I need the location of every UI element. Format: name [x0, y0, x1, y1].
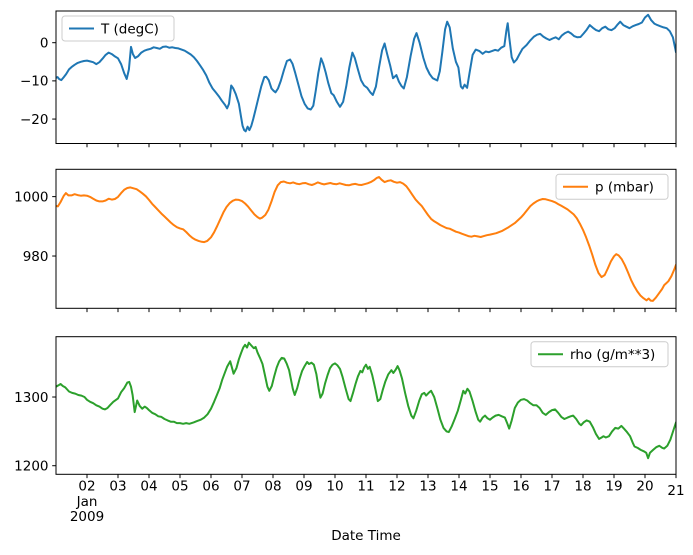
x-tick-label: 09 [295, 479, 312, 495]
x-axis-offset-month: Jan [76, 494, 98, 510]
y-tick-label: 1300 [14, 390, 48, 406]
x-axis-title: Date Time [331, 528, 401, 544]
x-tick-label: 03 [109, 479, 126, 495]
x-tick-label: 06 [202, 479, 219, 495]
legend-box [61, 15, 175, 42]
x-tick-label: 10 [326, 479, 343, 495]
y-tick-label: 980 [23, 249, 49, 265]
pressure-line [56, 176, 676, 302]
x-axis-offset-year: 2009 [69, 509, 105, 525]
y-tick-label: −10 [20, 74, 49, 90]
legend-density: rho (g/m**3) [530, 341, 669, 368]
x-ticks [86, 143, 677, 148]
temperature-line [56, 13, 676, 133]
x-tick-label: 05 [171, 479, 188, 495]
x-tick-label: 19 [605, 479, 622, 495]
legend-box [530, 341, 669, 368]
y-tick-label: 1000 [14, 189, 48, 205]
x-tick-label: 02 [78, 479, 95, 495]
x-axis-date-offset: Jan 2009 [70, 495, 104, 525]
subplot-density: 02 03 04 05 06 07 08 09 10 11 12 13 14 15 16 17 18 19 20 21… [14, 336, 685, 499]
x-tick-label: 11 [357, 479, 374, 495]
y-tick-label: 0 [40, 35, 49, 51]
legend-label: T (degC) [100, 21, 159, 37]
legend-box [555, 173, 669, 200]
x-ticks: 02 03 04 05 06 07 08 09 10 11 12 13 14 15 16 17 18 19 20 21 [78, 474, 685, 499]
x-tick-label: 17 [543, 479, 560, 495]
x-tick-label: 14 [450, 479, 467, 495]
x-tick-label: 13 [419, 479, 436, 495]
legend-label: p (mbar) [595, 180, 654, 196]
y-tick-label: 1200 [14, 459, 48, 475]
subplot-pressure: 1000 980 p (mbar) [14, 168, 677, 313]
legend-pressure: p (mbar) [555, 173, 669, 200]
x-tick-label: 16 [512, 479, 529, 495]
x-tick-label: 12 [388, 479, 405, 495]
x-tick-label: 04 [140, 479, 157, 495]
y-ticks: 0 −10 −20 [20, 35, 56, 128]
subplot-temperature: 0 −10 −20 T (degC) [20, 10, 677, 148]
legend-temperature: T (degC) [61, 15, 175, 42]
x-tick-label: 18 [574, 479, 591, 495]
x-tick-label: 08 [264, 479, 281, 495]
x-tick-label: 20 [636, 479, 653, 495]
y-ticks: 1000 980 [14, 189, 56, 265]
y-tick-label: −20 [20, 112, 49, 128]
y-ticks: 1300 1200 [14, 390, 56, 475]
density-line [56, 341, 676, 460]
x-tick-label: 21 [667, 483, 684, 499]
x-tick-label: 15 [481, 479, 498, 495]
x-tick-label: 07 [233, 479, 250, 495]
x-ticks [86, 308, 677, 313]
legend-label: rho (g/m**3) [570, 347, 655, 363]
